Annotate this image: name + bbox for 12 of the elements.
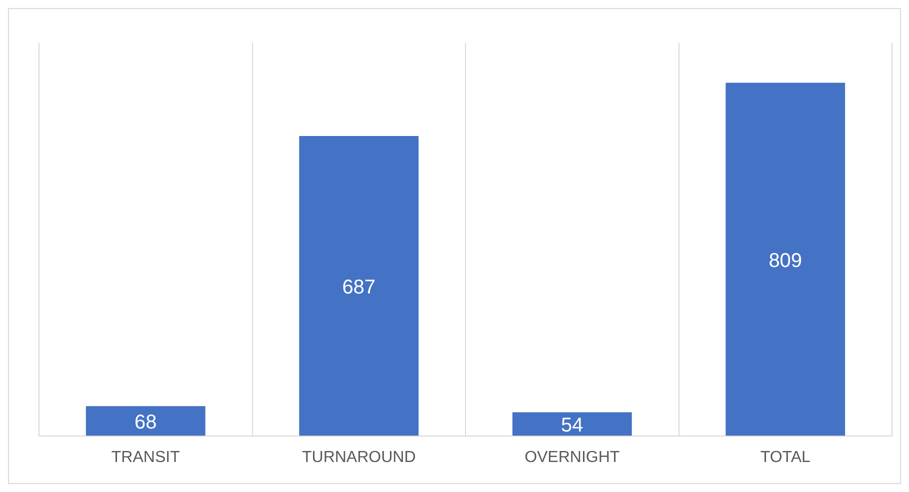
x-tick-label: TURNAROUND [302, 448, 416, 466]
bar [512, 412, 632, 436]
data-label: 687 [342, 276, 376, 298]
data-label: 809 [768, 250, 802, 272]
data-label: 54 [561, 414, 584, 437]
bar [86, 406, 206, 436]
bar [299, 136, 419, 436]
x-tick-label: TRANSIT [111, 448, 180, 466]
bar [726, 82, 846, 436]
x-tick-label: TOTAL [760, 448, 811, 466]
x-tick-label: OVERNIGHT [524, 448, 620, 466]
data-label: 68 [134, 411, 157, 434]
